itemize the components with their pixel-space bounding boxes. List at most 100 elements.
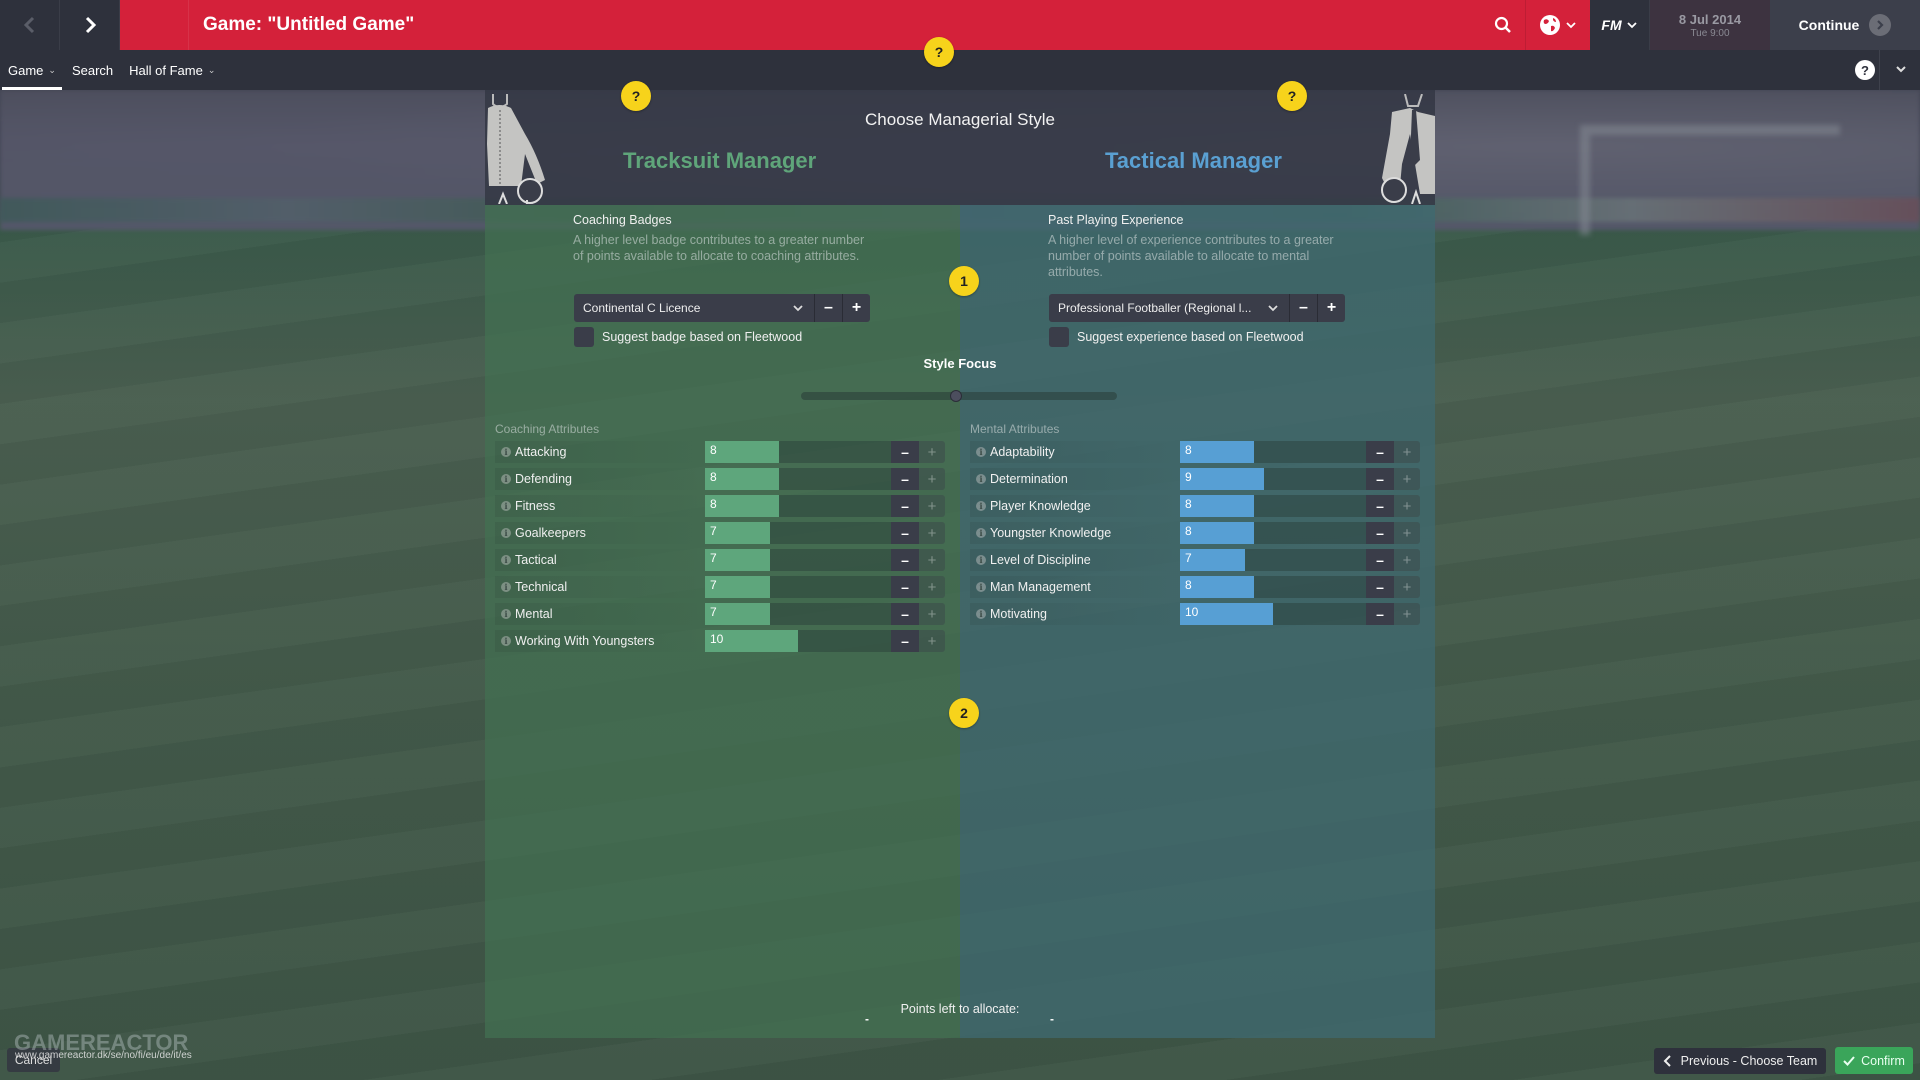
attribute-decrease-button[interactable]: – bbox=[891, 549, 919, 571]
previous-label: Previous - Choose Team bbox=[1680, 1054, 1818, 1068]
info-icon[interactable]: i bbox=[501, 447, 511, 457]
attribute-increase-button[interactable]: + bbox=[1394, 441, 1420, 463]
info-icon[interactable]: i bbox=[976, 555, 986, 565]
suggest-badge-checkbox[interactable] bbox=[574, 327, 594, 347]
coaching-badge-increase-button[interactable]: + bbox=[842, 294, 870, 322]
attribute-decrease-button[interactable]: – bbox=[1366, 549, 1394, 571]
help-marker-top[interactable]: ? bbox=[924, 37, 954, 67]
panel-header bbox=[485, 90, 1435, 205]
world-menu-button[interactable] bbox=[1526, 0, 1590, 50]
attribute-increase-button[interactable]: + bbox=[919, 576, 945, 598]
attribute-decrease-button[interactable]: – bbox=[891, 441, 919, 463]
previous-button[interactable]: Previous - Choose Team bbox=[1654, 1048, 1826, 1074]
points-left-label: Points left to allocate: bbox=[900, 1002, 1020, 1016]
info-icon[interactable]: i bbox=[501, 528, 511, 538]
suggest-experience-row[interactable]: Suggest experience based on Fleetwood bbox=[1049, 327, 1304, 347]
info-icon[interactable]: i bbox=[501, 636, 511, 646]
attribute-decrease-button[interactable]: – bbox=[891, 603, 919, 625]
info-icon[interactable]: i bbox=[976, 528, 986, 538]
attribute-name: Player Knowledge bbox=[990, 499, 1091, 513]
back-button[interactable] bbox=[0, 0, 60, 50]
cancel-button[interactable]: Cancel bbox=[7, 1048, 60, 1072]
info-icon[interactable]: i bbox=[976, 582, 986, 592]
help-icon[interactable]: ? bbox=[1855, 60, 1875, 80]
playing-experience-selector: Professional Footballer (Regional l... –… bbox=[1049, 294, 1345, 322]
attribute-decrease-button[interactable]: – bbox=[891, 630, 919, 652]
attribute-bar: 8 bbox=[705, 468, 780, 490]
info-icon[interactable]: i bbox=[976, 609, 986, 619]
playing-experience-dropdown[interactable]: Professional Footballer (Regional l... bbox=[1049, 294, 1289, 322]
page-title: Game: "Untitled Game" bbox=[203, 14, 415, 35]
info-icon[interactable]: i bbox=[976, 501, 986, 511]
game-date: 8 Jul 2014 Tue 9:00 bbox=[1650, 0, 1770, 50]
fm-menu-button[interactable]: FM bbox=[1590, 0, 1650, 50]
attribute-increase-button[interactable]: + bbox=[1394, 549, 1420, 571]
search-button[interactable] bbox=[1480, 0, 1526, 50]
suggest-experience-checkbox[interactable] bbox=[1049, 327, 1069, 347]
info-icon[interactable]: i bbox=[501, 555, 511, 565]
attribute-increase-button[interactable]: + bbox=[1394, 576, 1420, 598]
attribute-decrease-button[interactable]: – bbox=[1366, 576, 1394, 598]
style-focus-slider-thumb[interactable] bbox=[950, 390, 962, 402]
attribute-bar-track: 8 bbox=[1180, 441, 1366, 463]
attribute-increase-button[interactable]: + bbox=[919, 603, 945, 625]
attribute-decrease-button[interactable]: – bbox=[891, 495, 919, 517]
attribute-decrease-button[interactable]: – bbox=[1366, 468, 1394, 490]
attribute-label: i Goalkeepers bbox=[495, 522, 705, 544]
attribute-bar-track: 8 bbox=[705, 495, 891, 517]
sub-menu-bar: Game ⌄ Search Hall of Fame ⌄ ? bbox=[0, 50, 1920, 90]
menu-search[interactable]: Search bbox=[64, 50, 121, 90]
tracksuit-manager-figure-icon bbox=[487, 94, 545, 204]
mental-attributes-list: i Adaptability 8– + i Determination 9– + i Player… bbox=[970, 441, 1420, 630]
attribute-increase-button[interactable]: + bbox=[919, 441, 945, 463]
help-marker-tactical[interactable]: ? bbox=[1277, 81, 1307, 111]
info-icon[interactable]: i bbox=[501, 501, 511, 511]
playing-experience-decrease-button[interactable]: – bbox=[1289, 294, 1317, 322]
info-icon[interactable]: i bbox=[501, 609, 511, 619]
attribute-increase-button[interactable]: + bbox=[919, 549, 945, 571]
attribute-row: i Defending 8 – + bbox=[495, 468, 945, 490]
coaching-badge-decrease-button[interactable]: – bbox=[814, 294, 842, 322]
suggest-badge-row[interactable]: Suggest badge based on Fleetwood bbox=[574, 327, 802, 347]
attribute-name: Level of Discipline bbox=[990, 553, 1091, 567]
help-marker-tracksuit[interactable]: ? bbox=[621, 81, 651, 111]
playing-experience-increase-button[interactable]: + bbox=[1317, 294, 1345, 322]
attribute-decrease-button[interactable]: – bbox=[1366, 441, 1394, 463]
attribute-decrease-button[interactable]: – bbox=[1366, 495, 1394, 517]
help-marker-step-1[interactable]: 1 bbox=[949, 266, 979, 296]
attribute-increase-button[interactable]: + bbox=[919, 468, 945, 490]
attribute-increase-button[interactable]: + bbox=[919, 495, 945, 517]
menu-game[interactable]: Game ⌄ bbox=[0, 50, 64, 90]
info-icon[interactable]: i bbox=[501, 582, 511, 592]
attribute-increase-button[interactable]: + bbox=[1394, 603, 1420, 625]
menu-hall-of-fame[interactable]: Hall of Fame ⌄ bbox=[121, 50, 223, 90]
tactical-manager-figure-icon bbox=[1381, 94, 1435, 204]
attribute-decrease-button[interactable]: – bbox=[891, 522, 919, 544]
attribute-increase-button[interactable]: + bbox=[1394, 522, 1420, 544]
info-icon[interactable]: i bbox=[976, 447, 986, 457]
help-marker-step-2[interactable]: 2 bbox=[949, 698, 979, 728]
attribute-decrease-button[interactable]: – bbox=[891, 576, 919, 598]
attribute-increase-button[interactable]: + bbox=[919, 522, 945, 544]
chevron-down-icon bbox=[1268, 305, 1278, 312]
suggest-badge-label: Suggest badge based on Fleetwood bbox=[602, 330, 803, 344]
coaching-badge-dropdown[interactable]: Continental C Licence bbox=[574, 294, 814, 322]
attribute-increase-button[interactable]: + bbox=[919, 630, 945, 652]
attribute-decrease-button[interactable]: – bbox=[891, 468, 919, 490]
attribute-decrease-button[interactable]: – bbox=[1366, 603, 1394, 625]
info-icon[interactable]: i bbox=[501, 474, 511, 484]
info-icon[interactable]: i bbox=[976, 474, 986, 484]
chevron-down-icon: ⌄ bbox=[207, 64, 216, 75]
forward-button[interactable] bbox=[60, 0, 120, 50]
attribute-decrease-button[interactable]: – bbox=[1366, 522, 1394, 544]
attribute-label: i Player Knowledge bbox=[970, 495, 1180, 517]
attribute-increase-button[interactable]: + bbox=[1394, 468, 1420, 490]
attribute-label: i Level of Discipline bbox=[970, 549, 1180, 571]
menu-search-label: Search bbox=[71, 62, 114, 78]
attribute-name: Technical bbox=[515, 580, 568, 594]
confirm-button[interactable]: Confirm bbox=[1835, 1047, 1913, 1074]
continue-button[interactable]: Continue bbox=[1770, 0, 1920, 50]
expand-chevron-icon[interactable] bbox=[1894, 62, 1908, 79]
attribute-increase-button[interactable]: + bbox=[1394, 495, 1420, 517]
chevron-down-icon bbox=[1566, 22, 1576, 29]
